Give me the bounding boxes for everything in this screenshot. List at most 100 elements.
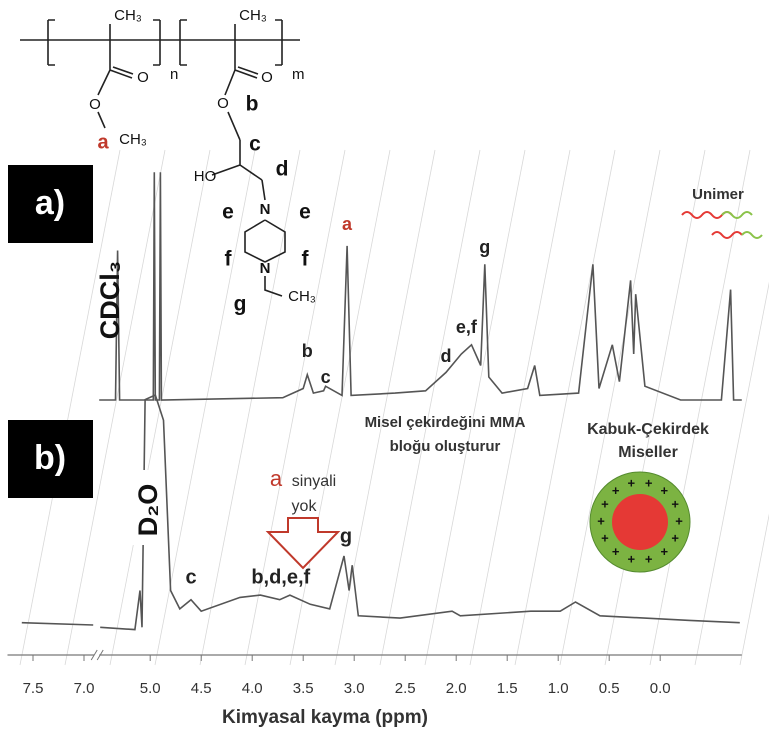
bonds (20, 19, 300, 297)
x-tick-label: 1.0 (548, 680, 569, 697)
struct-label: O (217, 95, 229, 112)
note: a (270, 466, 283, 491)
charge: + (597, 513, 605, 528)
bg-line (649, 149, 751, 666)
bg-line (604, 149, 706, 666)
structure: CH₃ O O n a CH₃ CH₃ O O m b c HO d N e e… (20, 7, 316, 316)
panel-label: a) (35, 184, 65, 222)
bg-line (19, 149, 121, 666)
peak-label: c (185, 566, 196, 588)
spectrum-line (21, 393, 740, 631)
charge: + (645, 475, 653, 490)
charge: + (628, 475, 636, 490)
charge: + (671, 497, 679, 512)
struct-label: b (246, 93, 259, 116)
label-bg (130, 470, 164, 545)
x-tick-label: 0.5 (599, 680, 620, 697)
peak-label: b,d,e,f (251, 566, 310, 588)
spectrum-line (99, 172, 742, 401)
panel-label: b) (34, 439, 66, 477)
peak-label: g (340, 525, 352, 547)
note: Unimer (692, 186, 744, 203)
charge: + (601, 497, 609, 512)
charge: + (612, 544, 620, 559)
struct-label: O (89, 96, 101, 113)
x-tick-label: 7.0 (74, 680, 95, 697)
struct-label: c (249, 133, 261, 156)
struct-label: N (260, 201, 271, 218)
peak-label: g (479, 237, 490, 257)
struct-label: a (97, 131, 109, 153)
note: yok (292, 498, 318, 515)
solvent-label: CDCl₃ (95, 261, 125, 339)
charge: + (661, 483, 669, 498)
charge: + (628, 551, 636, 566)
struct-label: e (299, 201, 311, 224)
struct-label: O (137, 69, 149, 86)
struct-label: N (260, 260, 271, 277)
struct-label: f (225, 248, 233, 271)
charge: + (675, 513, 683, 528)
bg-line (514, 149, 616, 666)
struct-label: g (234, 293, 247, 316)
bg-line (559, 149, 661, 666)
axis-break (90, 649, 104, 661)
bg-line (469, 149, 571, 666)
bg-line (154, 149, 256, 666)
bg-line (334, 149, 436, 666)
background-lines (19, 149, 769, 666)
x-tick-label: 3.0 (344, 680, 365, 697)
bg-line (244, 149, 346, 666)
bg-line (379, 149, 481, 666)
note: sinyali (292, 473, 336, 490)
x-tick-label: 0.0 (650, 680, 671, 697)
bg-line (289, 149, 391, 666)
x-tick-label: 3.5 (293, 680, 314, 697)
arrow (265, 517, 341, 570)
struct-label: CH₃ (119, 131, 147, 148)
struct-label: O (261, 69, 273, 86)
note: bloğu oluşturur (390, 438, 501, 455)
charge: + (671, 530, 679, 545)
struct-label: e (222, 201, 234, 224)
struct-label: m (292, 66, 305, 83)
peak-label: e,f (456, 317, 478, 337)
panel-label-box (8, 420, 93, 498)
bg-line (694, 281, 769, 666)
bg-line (424, 149, 526, 666)
x-tick-label: 2.5 (395, 680, 416, 697)
x-tick-label: 7.5 (23, 680, 44, 697)
micelle-core (612, 494, 668, 550)
peak-label: a (342, 214, 353, 234)
unimer-chain (721, 211, 763, 239)
x-tick-label: 4.0 (242, 680, 263, 697)
solvent-label: D₂O (133, 484, 163, 537)
x-axis-title: Kimyasal kayma (ppm) (222, 707, 428, 728)
bg-line (739, 513, 769, 666)
bg-line (199, 149, 301, 666)
peak-label: c (321, 367, 331, 387)
charge: + (612, 483, 620, 498)
charge: + (645, 551, 653, 566)
note: Miseller (618, 444, 678, 461)
struct-label: d (276, 158, 289, 181)
struct-label: CH₃ (288, 288, 316, 305)
x-tick-label: 4.5 (191, 680, 212, 697)
charge: + (601, 530, 609, 545)
struct-label: n (170, 66, 178, 83)
peak-label: b (302, 341, 313, 361)
x-tick-label: 5.0 (140, 680, 161, 697)
bg-line (64, 149, 166, 666)
struct-label: HO (194, 168, 217, 185)
struct-label: f (302, 248, 310, 271)
x-tick-label: 2.0 (446, 680, 467, 697)
note: Kabuk-Çekirdek (587, 421, 709, 438)
micelle-charges: +++++++++++ +++ (597, 475, 683, 566)
x-tick-label: 1.5 (497, 680, 518, 697)
charge: + (661, 544, 669, 559)
struct-label: CH₃ (114, 7, 142, 24)
struct-label: CH₃ (239, 7, 267, 24)
